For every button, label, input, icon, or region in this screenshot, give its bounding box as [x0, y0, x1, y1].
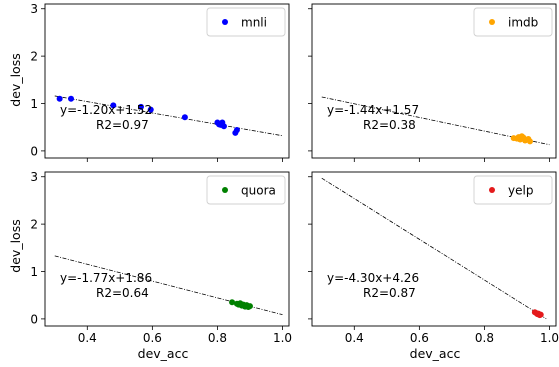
- data-point: [68, 95, 75, 102]
- x-tick-label: 1.0: [540, 331, 559, 345]
- fit-equation: y=-1.77x+1.86: [60, 271, 152, 285]
- data-point: [220, 123, 227, 130]
- legend-marker: [489, 187, 495, 193]
- legend-box: [473, 7, 553, 37]
- y-tick-label: 0: [30, 312, 38, 326]
- data-point: [181, 114, 188, 121]
- legend: yelp: [473, 175, 553, 205]
- data-point: [537, 311, 544, 318]
- fit-equation: y=-4.30x+4.26: [327, 271, 419, 285]
- data-point: [246, 303, 253, 310]
- data-point: [526, 138, 533, 145]
- legend-label: mnli: [241, 16, 267, 30]
- legend-marker: [222, 19, 228, 25]
- axes-frame: [311, 171, 557, 327]
- data-point: [147, 106, 154, 113]
- data-point: [110, 102, 117, 109]
- legend-marker: [489, 19, 495, 25]
- legend-marker: [222, 187, 228, 193]
- y-tick-label: 1: [30, 97, 38, 111]
- y-tick-label: 3: [30, 2, 38, 16]
- legend: imdb: [473, 7, 553, 37]
- x-tick-label: 0.4: [345, 331, 364, 345]
- legend-label: quora: [241, 184, 276, 198]
- y-axis-label-top: dev_loss: [8, 53, 23, 106]
- legend-box: [206, 7, 286, 37]
- legend: mnli: [206, 7, 286, 37]
- y-tick-label: 3: [30, 170, 38, 184]
- r-squared: R2=0.38: [363, 118, 416, 132]
- y-tick-label: 2: [30, 218, 38, 232]
- fit-equation: y=-1.20x+1.52: [60, 103, 152, 117]
- legend-label: yelp: [508, 184, 533, 198]
- fit-line: [54, 95, 283, 137]
- r-squared: R2=0.97: [96, 118, 149, 132]
- y-axis-label-bottom: dev_loss: [8, 219, 23, 272]
- legend-label: imdb: [508, 16, 538, 30]
- x-tick-label: 0.4: [78, 331, 97, 345]
- fit-equation: y=-1.44x+1.57: [327, 103, 419, 117]
- data-point: [229, 299, 236, 306]
- legend-box: [206, 175, 286, 205]
- r-squared: R2=0.87: [363, 286, 416, 300]
- x-tick-label: 0.6: [410, 331, 429, 345]
- y-tick-label: 0: [30, 144, 38, 158]
- x-tick-label: 0.8: [208, 331, 227, 345]
- axes-frame: [44, 171, 290, 327]
- x-axis-label-right: dev_acc: [410, 346, 461, 361]
- legend: quora: [206, 175, 286, 205]
- data-point: [56, 95, 63, 102]
- r-squared: R2=0.64: [96, 286, 149, 300]
- data-point: [137, 103, 144, 110]
- legend-box: [473, 175, 553, 205]
- x-tick-label: 0.8: [475, 331, 494, 345]
- y-tick-label: 1: [30, 265, 38, 279]
- axes-frame: [44, 3, 290, 159]
- data-point: [233, 127, 240, 134]
- x-tick-label: 1.0: [273, 331, 292, 345]
- y-tick-label: 2: [30, 50, 38, 64]
- x-axis-label-left: dev_acc: [138, 346, 189, 361]
- x-tick-label: 0.6: [143, 331, 162, 345]
- axes-frame: [311, 3, 557, 159]
